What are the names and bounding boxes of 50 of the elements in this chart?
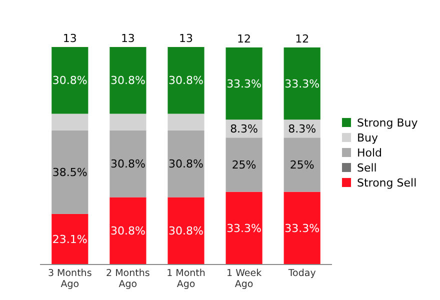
bar <box>110 114 146 130</box>
bar <box>226 47 262 120</box>
bar <box>168 47 204 114</box>
data-label: 33.3% <box>226 222 262 235</box>
bar <box>52 130 88 214</box>
data-label: 30.8% <box>110 224 146 238</box>
data-label: 30.8% <box>168 74 204 88</box>
bar <box>284 192 320 264</box>
x-tick-label: Today <box>287 268 316 279</box>
bar <box>226 192 262 264</box>
bar <box>168 114 204 130</box>
data-label: 30.8% <box>52 74 88 88</box>
data-label: 30.8% <box>168 224 204 238</box>
x-tick-label: 2 Months Ago <box>106 268 150 290</box>
x-tick-label: 1 Month Ago <box>166 268 206 290</box>
legend-label: Sell <box>357 162 377 174</box>
legend-label: Hold <box>357 146 382 160</box>
bar <box>284 47 320 120</box>
data-label: 33.3% <box>284 77 320 90</box>
data-label: 33.3% <box>284 222 320 235</box>
text: 12 <box>295 32 310 46</box>
x-tick-label: 3 Months Ago <box>48 268 92 290</box>
bar <box>168 130 204 198</box>
data-label: 33.3% <box>226 77 262 90</box>
bar <box>52 47 88 114</box>
bar <box>284 138 320 192</box>
bar <box>110 197 146 264</box>
text: 12 <box>237 32 252 46</box>
bar <box>52 114 88 130</box>
bar <box>226 138 262 192</box>
x-tick-label: 1 Week Ago <box>226 268 262 290</box>
data-label: 30.8% <box>110 158 146 171</box>
bar <box>110 47 146 114</box>
data-label: 25% <box>232 158 256 172</box>
data-label: 8.3% <box>230 122 258 136</box>
data-label: 25% <box>290 158 314 172</box>
bar <box>168 197 204 264</box>
legend-label: Strong Buy <box>357 116 418 130</box>
data-label: 30.8% <box>110 74 146 88</box>
text: 13 <box>179 32 193 45</box>
legend-label: Strong Sell <box>357 176 417 190</box>
data-label: 8.3% <box>288 122 316 136</box>
text: 13 <box>62 32 77 45</box>
bar <box>110 130 146 198</box>
data-label: 30.8% <box>168 158 204 171</box>
data-label: 23.1% <box>52 232 88 246</box>
text: 13 <box>120 32 135 45</box>
bar <box>52 214 88 264</box>
legend-label: Buy <box>357 132 379 144</box>
data-label: 38.5% <box>52 166 88 180</box>
